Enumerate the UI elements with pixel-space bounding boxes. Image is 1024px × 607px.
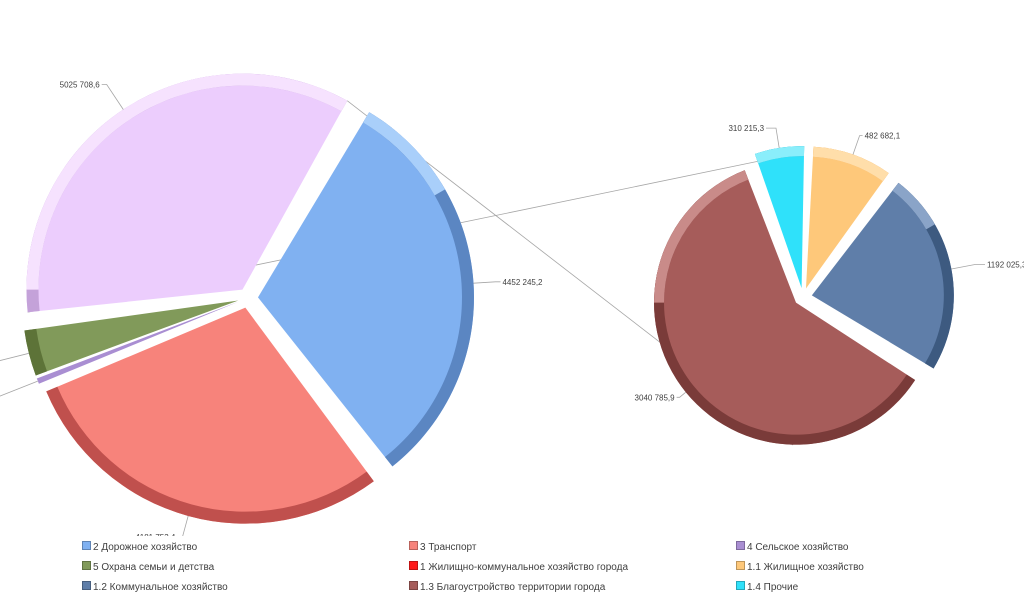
leader-line (473, 281, 501, 284)
leader-line (0, 352, 29, 361)
legend-swatch (736, 541, 745, 550)
data-label-text: 5025 708,6 (60, 81, 101, 90)
legend-label: 4 Сельское хозяйство (747, 542, 849, 553)
legend-label: 5 Охрана семьи и детства (93, 562, 215, 573)
main-slice-face (24, 300, 239, 376)
data-labels: 4452 245,2 4181 753,4 19 698,2 566 987,0 502… (0, 81, 1024, 536)
legend-item-1-1-жилищное-хозяйство: 1.1 Жилищное хозяйство (736, 561, 864, 574)
main-data-label-2-дорожное-хозяйство: 4452 245,2 (473, 278, 543, 287)
legend-swatch (736, 581, 745, 590)
secondary-data-label-1-1-жилищное-хозяйство: 482 682,1 (852, 132, 901, 155)
main-pie (24, 73, 474, 524)
leader-line (852, 135, 863, 155)
data-label-text: 482 682,1 (865, 132, 901, 141)
leader-line (101, 84, 124, 110)
leader-line (182, 515, 189, 536)
data-label-text: 4181 753,4 (135, 533, 176, 536)
legend-item-1-3-благоустройство-территории-города: 1.3 Благоустройство территории города (409, 581, 605, 594)
legend-swatch (409, 541, 418, 550)
main-data-label-1-жилищно-коммунальное-хозяйство-города: 5025 708,6 (60, 81, 124, 110)
leader-line (676, 391, 687, 398)
legend-swatch (409, 581, 418, 590)
secondary-pie (654, 146, 954, 445)
legend-swatch (409, 561, 418, 570)
secondary-slice-face (654, 170, 916, 445)
secondary-data-label-1-2-коммунальное-хозяйство: 1192 025,3 (951, 261, 1024, 270)
legend-label: 1 Жилищно-коммунальное хозяйство города (420, 562, 629, 573)
legend-swatch (736, 561, 745, 570)
leader-line (766, 127, 780, 148)
main-slice-3-транспорт (46, 307, 374, 524)
legend-item-5-охрана-семьи-и-детства: 5 Охрана семьи и детства (82, 561, 214, 574)
secondary-slice-1-3-благоустройство-территории-города (654, 170, 916, 445)
data-label-text: 4452 245,2 (502, 278, 543, 287)
legend: 2 Дорожное хозяйство 3 Транспорт 4 Сельско… (0, 536, 1024, 602)
secondary-slice-rim-highlight (754, 146, 805, 164)
legend-item-2-дорожное-хозяйство: 2 Дорожное хозяйство (82, 541, 197, 554)
main-data-label-4-сельское-хозяйство: 19 698,2 (0, 380, 38, 397)
secondary-slice-rim-highlight (892, 182, 935, 230)
main-data-label-5-охрана-семьи-и-детства: 566 987,0 (0, 352, 29, 361)
main-slice-face (36, 301, 239, 384)
data-label-text: 1192 025,3 (987, 261, 1024, 270)
legend-label: 3 Транспорт (420, 542, 477, 553)
secondary-slice-1-2-коммунальное-хозяйство (811, 182, 954, 369)
legend-swatch (82, 561, 91, 570)
secondary-slice-rim-highlight (654, 170, 749, 303)
leader-line (951, 264, 985, 270)
chart-canvas: 4452 245,2 4181 753,4 19 698,2 566 987,0 502… (0, 73, 1024, 536)
secondary-slice-1-4-прочие (754, 146, 805, 289)
legend-swatch (82, 581, 91, 590)
legend-label: 1.3 Благоустройство территории города (420, 582, 606, 593)
main-slice-1-жилищно-коммунальное-хозяйство-города (26, 73, 348, 313)
main-slice-2-дорожное-хозяйство (257, 112, 474, 467)
main-data-label-3-транспорт: 4181 753,4 (135, 515, 189, 536)
main-slice-4-сельское-хозяйство (36, 301, 239, 384)
data-label-text: 310 215,3 (728, 124, 764, 133)
secondary-slice-rim-highlight (812, 146, 889, 182)
legend-label: 2 Дорожное хозяйство (93, 542, 198, 553)
main-slice-5-охрана-семьи-и-детства (24, 300, 239, 376)
main-slice-face (46, 307, 374, 524)
legend-swatch (82, 541, 91, 550)
main-slice-face (257, 112, 474, 467)
secondary-slice-face (811, 182, 954, 369)
main-slice-rim-highlight (26, 73, 348, 290)
secondary-slice-face (805, 146, 889, 289)
leader-line (0, 380, 38, 397)
secondary-data-label-1-4-прочие: 310 215,3 (728, 124, 780, 148)
legend-item-4-сельское-хозяйство: 4 Сельское хозяйство (736, 541, 849, 554)
main-slice-rim (24, 328, 48, 376)
legend-item-1-жилищно-коммунальное-хозяйство-города: 1 Жилищно-коммунальное хозяйство города (409, 561, 628, 574)
legend-label: 1.1 Жилищное хозяйство (747, 562, 864, 573)
secondary-slice-1-1-жилищное-хозяйство (805, 146, 889, 289)
legend-item-1-2-коммунальное-хозяйство: 1.2 Коммунальное хозяйство (82, 581, 228, 594)
main-slice-rim-highlight (363, 112, 446, 196)
main-slice-rim (363, 112, 474, 467)
legend-label: 1.2 Коммунальное хозяйство (93, 582, 228, 593)
data-label-text: 3040 785,9 (635, 393, 676, 402)
legend-label: 1.4 Прочие (747, 582, 799, 593)
legend-item-3-транспорт: 3 Транспорт (409, 541, 476, 554)
secondary-slice-face (754, 146, 805, 289)
secondary-data-label-1-3-благоустройство-территории-города: 3040 785,9 (635, 391, 687, 402)
legend-item-1-4-прочие: 1.4 Прочие (736, 581, 798, 594)
